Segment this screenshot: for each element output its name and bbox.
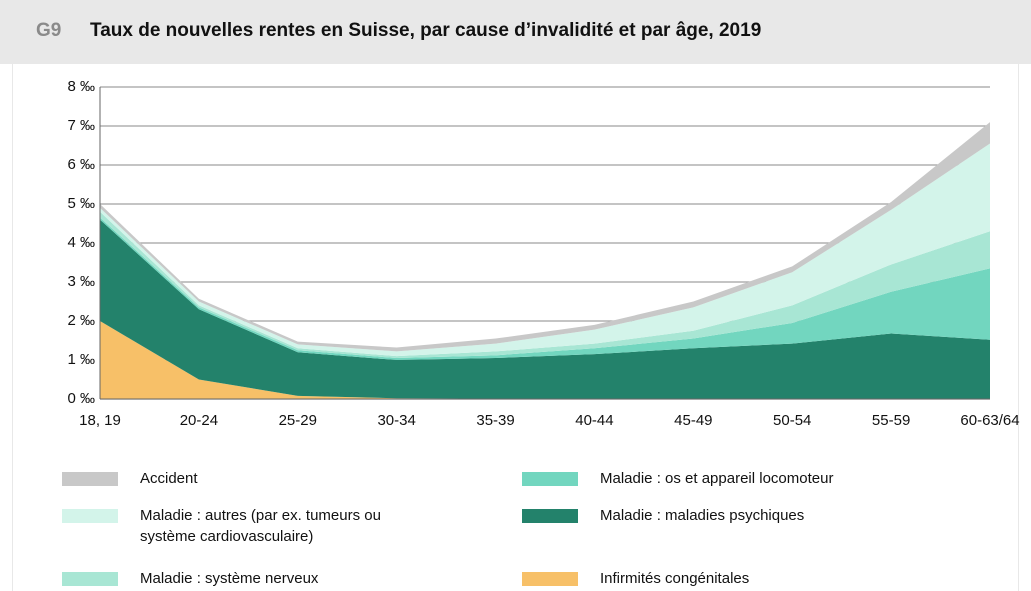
legend-label: Infirmités congénitales bbox=[600, 570, 750, 587]
legend-item: Maladie : maladies psychiques bbox=[522, 507, 850, 526]
x-tick-label: 40-44 bbox=[575, 412, 613, 429]
y-tick-label: 1 ‰ bbox=[67, 351, 95, 368]
areas bbox=[100, 122, 990, 399]
y-tick-label: 5 ‰ bbox=[67, 195, 95, 212]
legend-swatch bbox=[62, 572, 118, 586]
legend-label: Maladie : os et appareil locomoteur bbox=[600, 470, 834, 487]
legend-label: Maladie : autres (par ex. tumeurs ou sys… bbox=[140, 507, 381, 545]
x-tick-label: 35-39 bbox=[476, 412, 514, 429]
legend-swatch bbox=[62, 472, 118, 486]
legend-label: Accident bbox=[140, 470, 198, 487]
y-tick-label: 2 ‰ bbox=[67, 312, 95, 329]
x-tick-label: 60-63/64 bbox=[960, 412, 1019, 429]
y-tick-label: 3 ‰ bbox=[67, 273, 95, 290]
area bbox=[100, 211, 990, 359]
legend-swatch bbox=[522, 472, 578, 486]
legend-swatch bbox=[522, 572, 578, 586]
legend-swatch bbox=[62, 509, 118, 523]
legend-item: Accident bbox=[62, 470, 390, 489]
legend-item: Maladie : autres (par ex. tumeurs ou sys… bbox=[62, 507, 390, 547]
y-tick-label: 8 ‰ bbox=[67, 78, 95, 95]
chart-title: Taux de nouvelles rentes en Suisse, par … bbox=[90, 20, 762, 41]
area bbox=[100, 321, 990, 399]
legend-label: Maladie : maladies psychiques bbox=[600, 507, 805, 524]
x-tick-label: 30-34 bbox=[377, 412, 415, 429]
x-tick-label: 50-54 bbox=[773, 412, 811, 429]
header bbox=[0, 0, 1031, 64]
x-tick-label: 18, 19 bbox=[79, 412, 121, 429]
legend-item: Maladie : système nerveux bbox=[62, 570, 390, 589]
legend-swatch bbox=[522, 509, 578, 523]
y-tick-label: 7 ‰ bbox=[67, 117, 95, 134]
area bbox=[100, 143, 990, 357]
chart-number: G9 bbox=[36, 20, 62, 41]
x-tick-label: 25-29 bbox=[279, 412, 317, 429]
legend-item: Infirmités congénitales bbox=[522, 570, 850, 589]
y-tick-label: 6 ‰ bbox=[67, 156, 95, 173]
legend-item: Maladie : os et appareil locomoteur bbox=[522, 470, 850, 489]
x-tick-label: 45-49 bbox=[674, 412, 712, 429]
legend-label: Maladie : système nerveux bbox=[140, 570, 319, 587]
area bbox=[100, 219, 990, 399]
y-tick-label: 4 ‰ bbox=[67, 234, 95, 251]
x-tick-label: 55-59 bbox=[872, 412, 910, 429]
x-tick-label: 20-24 bbox=[180, 412, 218, 429]
y-tick-label: 0 ‰ bbox=[67, 390, 95, 407]
